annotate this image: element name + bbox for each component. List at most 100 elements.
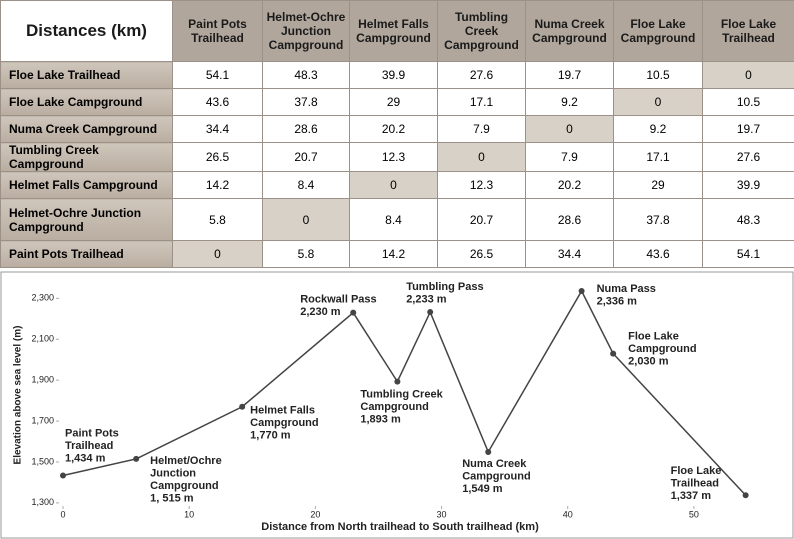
point-name: Junction — [150, 467, 196, 479]
distance-cell: 37.8 — [262, 88, 350, 116]
distance-cell: 34.4 — [525, 240, 614, 268]
point-name: Floe Lake — [671, 465, 722, 477]
distance-cell: 14.2 — [172, 171, 263, 199]
distance-cell: 29 — [349, 88, 438, 116]
distance-cell: 0 — [262, 198, 350, 241]
distance-cell: 26.5 — [437, 240, 526, 268]
distance-cell: 26.5 — [172, 142, 263, 172]
distance-cell: 0 — [525, 115, 614, 143]
point-name: Campground — [462, 470, 530, 482]
distance-cell: 37.8 — [613, 198, 703, 241]
distance-cell: 10.5 — [702, 88, 794, 116]
table-row: Helmet-Ochre Junction Campground 5.8 0 8.4 2… — [0, 198, 794, 241]
distance-cell: 28.6 — [262, 115, 350, 143]
point-name: Trailhead — [671, 478, 719, 490]
distance-cell: 5.8 — [262, 240, 350, 268]
point — [350, 309, 357, 316]
column-header: Helmet Falls Campground — [349, 0, 438, 62]
table-row: Floe Lake Campground 43.6 37.8 29 17.1 9.2 0 10… — [0, 88, 794, 116]
x-tick-label: 30 — [437, 509, 447, 519]
distance-cell: 0 — [613, 88, 703, 116]
distance-cell: 29 — [613, 171, 703, 199]
distance-cell: 9.2 — [525, 88, 614, 116]
distance-cell: 19.7 — [525, 61, 614, 89]
point-name: Tumbling Pass — [406, 281, 483, 293]
point — [60, 472, 66, 479]
row-header: Floe Lake Campground — [0, 88, 173, 116]
point-name: Campground — [628, 343, 696, 355]
value-label: 2,230 m — [300, 306, 341, 318]
x-tick-label: 50 — [689, 509, 699, 519]
table-row: Tumbling Creek Campground 26.5 20.7 12.3 0 7.… — [0, 142, 794, 172]
distance-cell: 14.2 — [349, 240, 438, 268]
row-header: Numa Creek Campground — [0, 115, 173, 143]
distance-cell: 17.1 — [613, 142, 703, 172]
column-header: Paint Pots Trailhead — [172, 0, 263, 62]
distance-cell: 19.7 — [702, 115, 794, 143]
point-name: Campground — [360, 401, 428, 413]
distance-cell: 34.4 — [172, 115, 263, 143]
distance-cell: 0 — [172, 240, 263, 268]
point-name: Campground — [250, 417, 318, 429]
distance-cell: 39.9 — [349, 61, 438, 89]
distance-cell: 8.4 — [262, 171, 350, 199]
value-label: 1,434 m — [65, 452, 106, 464]
distance-cell: 20.7 — [262, 142, 350, 172]
row-header: Helmet Falls Campground — [0, 171, 173, 199]
y-tick-label: 2,100 — [31, 334, 54, 344]
distance-cell: 43.6 — [613, 240, 703, 268]
x-tick-label: 20 — [310, 509, 320, 519]
distance-cell: 7.9 — [525, 142, 614, 172]
x-tick-label: 40 — [563, 509, 573, 519]
y-tick-label: 2,300 — [31, 293, 54, 303]
distance-cell: 10.5 — [613, 61, 703, 89]
table-corner: Distances (km) — [0, 0, 173, 62]
point — [239, 403, 246, 410]
distance-cell: 8.4 — [349, 198, 438, 241]
distance-cell: 17.1 — [437, 88, 526, 116]
distance-cell: 0 — [702, 61, 794, 89]
y-tick-label: 1,500 — [31, 456, 54, 466]
distance-cell: 0 — [437, 142, 526, 172]
row-header: Paint Pots Trailhead — [0, 240, 173, 268]
row-header: Floe Lake Trailhead — [0, 61, 173, 89]
point-name: Paint Pots — [65, 427, 119, 439]
point-name: Helmet/Ochre — [150, 455, 222, 467]
value-label: 1, 515 m — [150, 492, 194, 504]
distance-cell: 39.9 — [702, 171, 794, 199]
x-axis-label: Distance from North trailhead to South t… — [261, 521, 539, 533]
y-axis-label: Elevation above sea level (m) — [13, 326, 24, 465]
column-header: Tumbling Creek Campground — [437, 0, 526, 62]
point-name: Numa Pass — [597, 283, 656, 295]
distance-cell: 27.6 — [702, 142, 794, 172]
value-label: 2,030 m — [628, 355, 669, 367]
distance-cell: 9.2 — [613, 115, 703, 143]
point — [485, 448, 492, 455]
distance-table: Distances (km) Paint Pots Trailhead Helmet… — [0, 0, 794, 268]
value-label: 2,233 m — [406, 293, 447, 305]
elevation-chart: Elevation above sea level (m) Distance f… — [0, 271, 794, 539]
value-label: 1,770 m — [250, 430, 291, 442]
y-tick-label: 1,900 — [31, 375, 54, 385]
distance-cell: 12.3 — [349, 142, 438, 172]
column-header: Floe Lake Campground — [613, 0, 703, 62]
x-tick-label: 0 — [60, 509, 65, 519]
distance-cell: 5.8 — [172, 198, 263, 241]
elevation-line — [62, 289, 747, 496]
row-header: Tumbling Creek Campground — [0, 142, 173, 172]
y-tick-label: 1,700 — [31, 415, 54, 425]
column-header: Floe Lake Trailhead — [702, 0, 794, 62]
point-name: Rockwall Pass — [300, 294, 376, 306]
y-tick-label: 1,300 — [31, 497, 54, 507]
distance-cell: 43.6 — [172, 88, 263, 116]
chart-frame — [0, 271, 794, 539]
x-tick-label: 10 — [184, 509, 194, 519]
table-row: Floe Lake Trailhead 54.1 48.3 39.9 27.6 19.7 1… — [0, 61, 794, 89]
table-row: Helmet Falls Campground 14.2 8.4 0 12.3 20.2 2… — [0, 171, 794, 199]
point — [578, 287, 585, 294]
distance-cell: 20.7 — [437, 198, 526, 241]
distance-cell: 20.2 — [525, 171, 614, 199]
distance-cell: 28.6 — [525, 198, 614, 241]
table-row: Numa Creek Campground 34.4 28.6 20.2 7.9 0 9.2… — [0, 115, 794, 143]
